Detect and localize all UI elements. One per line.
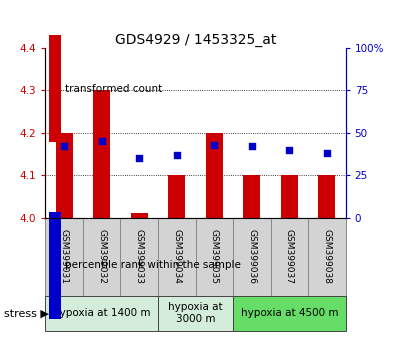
Bar bbox=[131, 213, 148, 218]
Bar bbox=[318, 175, 335, 218]
Bar bbox=[206, 133, 223, 218]
Point bbox=[211, 142, 217, 148]
Text: percentile rank within the sample: percentile rank within the sample bbox=[65, 261, 241, 270]
Bar bbox=[233, 218, 271, 296]
Bar bbox=[233, 296, 346, 331]
Bar bbox=[158, 296, 233, 331]
Bar bbox=[83, 218, 120, 296]
Text: transformed count: transformed count bbox=[65, 84, 162, 93]
Bar bbox=[93, 90, 110, 218]
Text: GSM399033: GSM399033 bbox=[135, 229, 144, 284]
Title: GDS4929 / 1453325_at: GDS4929 / 1453325_at bbox=[115, 33, 276, 47]
Bar bbox=[49, 35, 61, 142]
Bar bbox=[56, 133, 73, 218]
Text: hypoxia at 1400 m: hypoxia at 1400 m bbox=[53, 308, 150, 318]
Text: GSM399032: GSM399032 bbox=[97, 229, 106, 284]
Bar bbox=[120, 218, 158, 296]
Point bbox=[61, 143, 67, 149]
Text: stress ▶: stress ▶ bbox=[4, 308, 49, 318]
Point bbox=[249, 143, 255, 149]
Point bbox=[324, 150, 330, 156]
Bar bbox=[243, 175, 260, 218]
Bar bbox=[45, 218, 83, 296]
Bar bbox=[158, 218, 196, 296]
Bar bbox=[196, 218, 233, 296]
Text: GSM399031: GSM399031 bbox=[60, 229, 69, 284]
Text: GSM399036: GSM399036 bbox=[247, 229, 256, 284]
Point bbox=[99, 138, 105, 144]
Bar bbox=[271, 218, 308, 296]
Text: GSM399037: GSM399037 bbox=[285, 229, 294, 284]
Text: GSM399038: GSM399038 bbox=[322, 229, 331, 284]
Bar bbox=[49, 212, 61, 319]
Text: GSM399035: GSM399035 bbox=[210, 229, 219, 284]
Bar bbox=[308, 218, 346, 296]
Bar bbox=[168, 175, 185, 218]
Bar bbox=[45, 296, 158, 331]
Text: GSM399034: GSM399034 bbox=[172, 229, 181, 284]
Point bbox=[286, 147, 292, 153]
Bar bbox=[281, 175, 298, 218]
Point bbox=[136, 155, 143, 161]
Text: hypoxia at
3000 m: hypoxia at 3000 m bbox=[168, 302, 223, 324]
Text: hypoxia at 4500 m: hypoxia at 4500 m bbox=[241, 308, 338, 318]
Point bbox=[173, 152, 180, 158]
